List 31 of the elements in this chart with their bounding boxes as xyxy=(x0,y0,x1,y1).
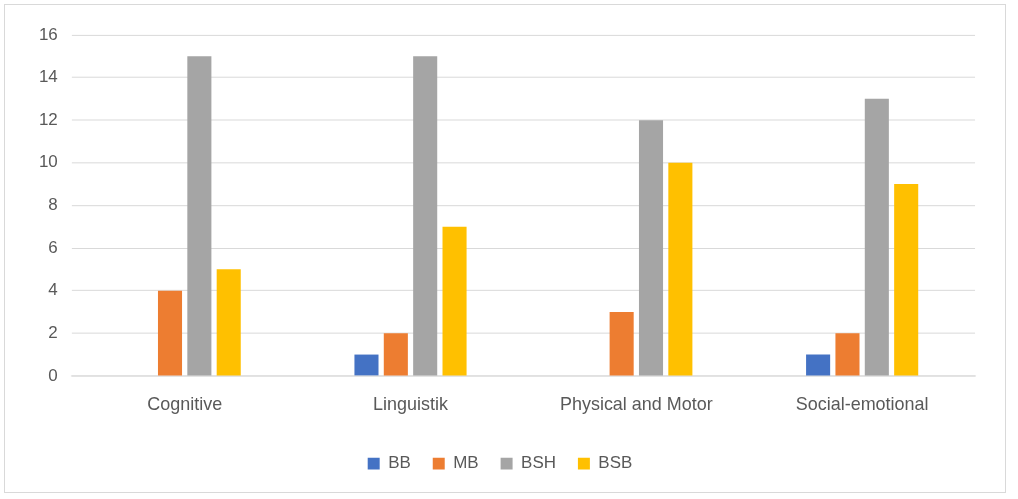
legend-label: MB xyxy=(453,453,479,473)
x-tick-label: Social-emotional xyxy=(795,393,929,414)
y-tick-label: 12 xyxy=(38,109,58,129)
bar xyxy=(413,56,438,376)
bar xyxy=(835,333,860,376)
y-tick-label: 8 xyxy=(48,195,58,215)
bar xyxy=(187,56,212,376)
y-tick-label: 14 xyxy=(38,67,58,87)
bar xyxy=(354,354,379,376)
bar xyxy=(894,184,919,376)
bar xyxy=(157,290,183,376)
y-tick-label: 10 xyxy=(38,152,58,172)
x-tick-label: Cognitive xyxy=(147,393,223,414)
x-tick-label: Physical and Motor xyxy=(559,393,713,414)
y-tick-label: 0 xyxy=(48,365,58,385)
bar xyxy=(216,269,241,376)
legend-label: BSH xyxy=(521,453,556,473)
x-tick-label: Linguistik xyxy=(373,393,448,414)
legend-label: BSB xyxy=(598,453,633,473)
legend-label: BB xyxy=(388,453,411,473)
y-tick-label: 4 xyxy=(48,280,58,300)
y-tick-label: 16 xyxy=(38,24,58,44)
bar xyxy=(864,98,889,376)
bar xyxy=(806,354,831,376)
bar xyxy=(668,162,693,376)
y-tick-label: 6 xyxy=(48,237,58,257)
bar xyxy=(442,226,467,376)
bar xyxy=(609,311,634,376)
bar xyxy=(638,120,664,376)
y-tick-label: 2 xyxy=(48,322,58,342)
bar xyxy=(383,333,408,376)
